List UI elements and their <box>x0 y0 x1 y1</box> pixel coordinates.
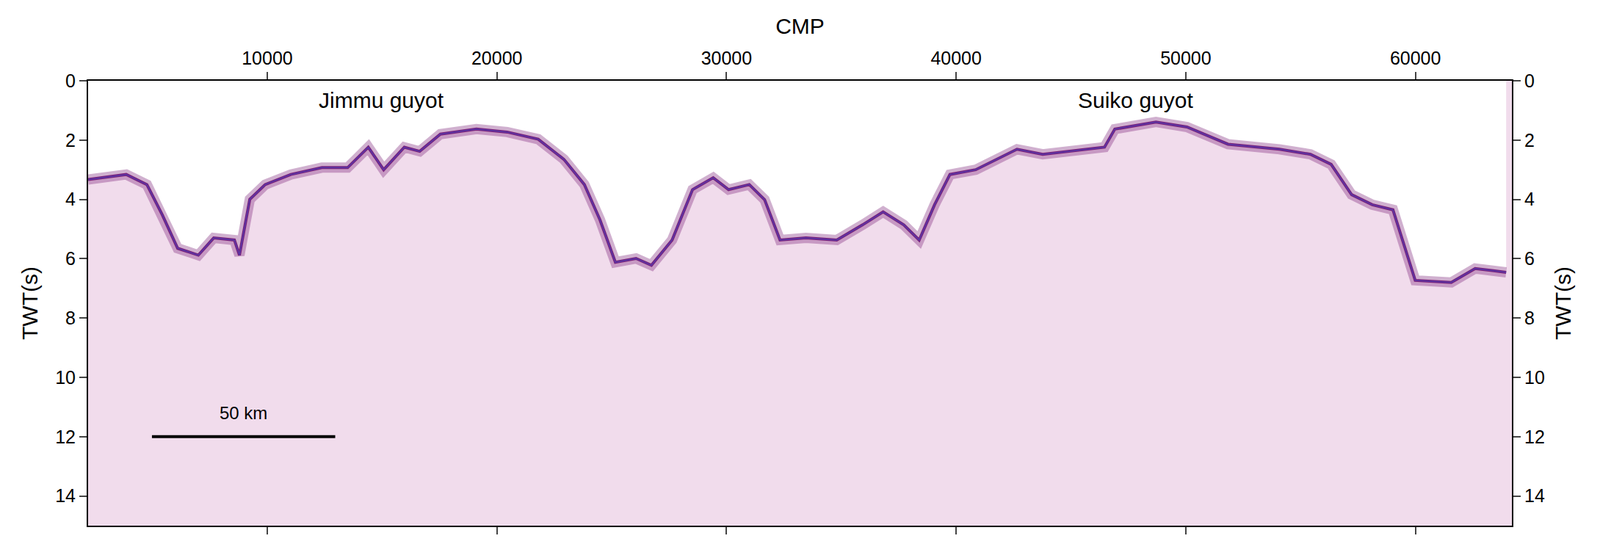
svg-text:10: 10 <box>55 367 76 388</box>
svg-text:0: 0 <box>1524 70 1535 92</box>
svg-text:TWT(s): TWT(s) <box>17 266 42 340</box>
svg-text:40000: 40000 <box>930 47 982 69</box>
svg-text:10: 10 <box>1524 367 1545 388</box>
svg-text:14: 14 <box>1524 485 1545 506</box>
svg-text:0: 0 <box>65 70 76 92</box>
svg-text:2: 2 <box>65 129 76 151</box>
svg-text:4: 4 <box>1524 188 1535 210</box>
svg-text:60000: 60000 <box>1389 47 1442 69</box>
svg-text:10000: 10000 <box>241 47 293 69</box>
svg-text:CMP: CMP <box>775 13 825 39</box>
svg-text:Jimmu guyot: Jimmu guyot <box>318 88 445 113</box>
svg-text:8: 8 <box>65 307 76 329</box>
svg-text:50 km: 50 km <box>219 403 268 423</box>
svg-text:6: 6 <box>1524 248 1535 269</box>
svg-text:12: 12 <box>1524 426 1545 448</box>
svg-text:12: 12 <box>55 426 76 448</box>
svg-text:TWT(s): TWT(s) <box>1550 266 1576 340</box>
svg-text:Suiko guyot: Suiko guyot <box>1077 88 1194 113</box>
svg-text:2: 2 <box>1524 129 1535 151</box>
svg-text:50000: 50000 <box>1160 47 1212 69</box>
svg-text:6: 6 <box>65 248 76 269</box>
svg-text:14: 14 <box>55 485 76 506</box>
svg-text:4: 4 <box>65 188 76 210</box>
svg-text:8: 8 <box>1524 307 1535 329</box>
svg-text:30000: 30000 <box>701 47 753 69</box>
svg-text:20000: 20000 <box>471 47 523 69</box>
